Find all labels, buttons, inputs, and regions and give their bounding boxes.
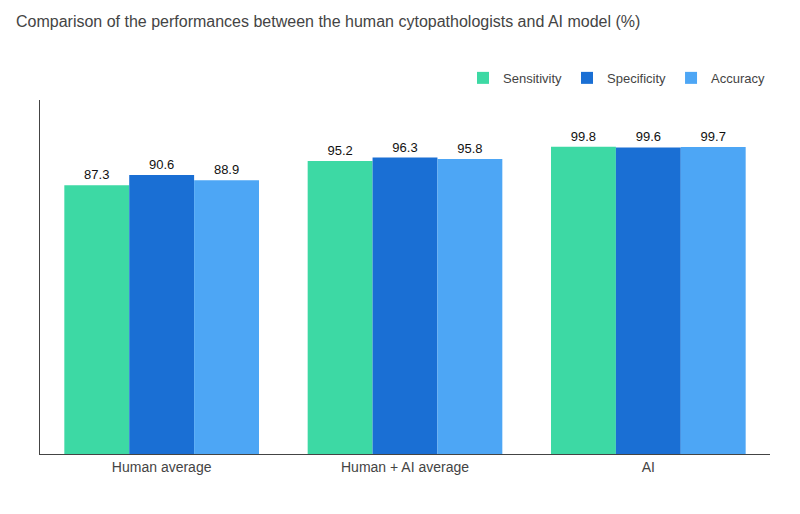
svg-text:88.9: 88.9: [214, 162, 239, 177]
svg-text:99.8: 99.8: [571, 129, 596, 144]
svg-text:Human + AI average: Human + AI average: [341, 459, 469, 475]
svg-text:Specificity: Specificity: [607, 71, 666, 86]
svg-text:96.3: 96.3: [392, 140, 417, 155]
svg-text:Comparison of the performances: Comparison of the performances between t…: [16, 13, 640, 30]
svg-text:AI: AI: [642, 459, 655, 475]
svg-text:87.3: 87.3: [84, 167, 109, 182]
svg-text:99.7: 99.7: [701, 129, 726, 144]
svg-text:95.8: 95.8: [457, 141, 482, 156]
svg-text:90.6: 90.6: [149, 157, 174, 172]
svg-text:Human average: Human average: [112, 459, 212, 475]
svg-text:95.2: 95.2: [327, 143, 352, 158]
svg-text:Sensitivity: Sensitivity: [503, 71, 562, 86]
svg-text:99.6: 99.6: [636, 129, 661, 144]
svg-text:Accuracy: Accuracy: [711, 71, 765, 86]
